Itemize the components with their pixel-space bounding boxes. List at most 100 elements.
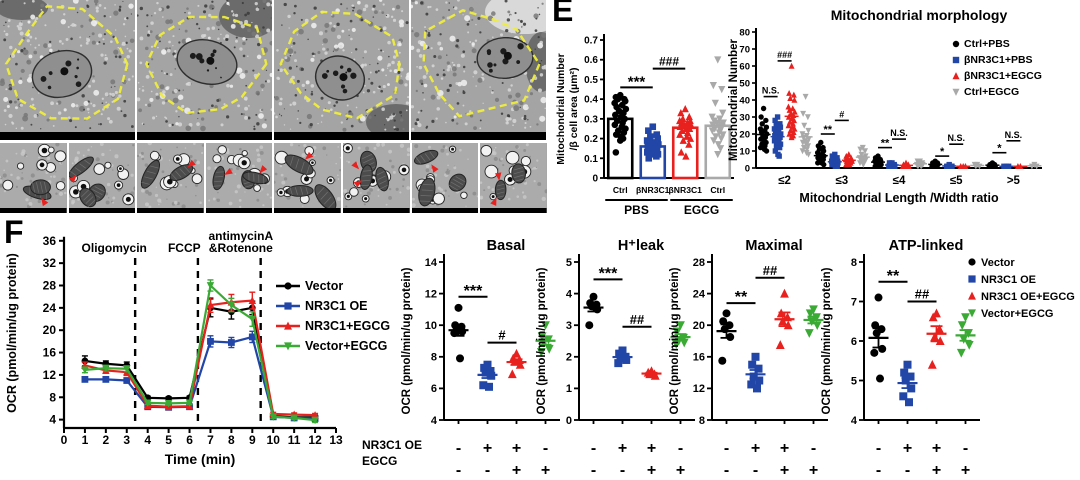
svg-text:H⁺leak: H⁺leak [618,238,665,254]
svg-text:≤3: ≤3 [835,175,848,187]
em-islet-micrograph [0,0,135,140]
svg-text:+: + [483,440,492,457]
svg-text:Time (min): Time (min) [165,451,236,467]
svg-text:+: + [961,462,970,479]
series-line [81,291,319,419]
svg-text:NR3C1 OE: NR3C1 OE [305,299,368,313]
em-islet-micrograph [137,0,272,140]
svg-text:0.6: 0.6 [584,55,598,66]
scatter-row-labels: NR3C1 OE EGCG [362,437,422,469]
significance: *** ## [593,265,652,328]
svg-text:NR3C1+EGCG: NR3C1+EGCG [305,319,390,333]
svg-text:OCR (pmol/min/ug protein): OCR (pmol/min/ug protein) [401,267,413,414]
svg-text:0.7: 0.7 [584,36,598,47]
svg-text:**: ** [735,289,748,306]
em-montage [0,0,547,213]
treatment-rows: - + + - - - + + [724,440,818,479]
svg-text:36: 36 [43,234,57,248]
svg-text:Mitochondrial morphology: Mitochondrial morphology [831,7,1008,23]
em-mitochondria-micrograph [480,143,547,213]
chart-title: ATP-linked [889,238,964,254]
svg-text:5: 5 [851,375,857,387]
em-image-mitochondria [480,143,547,213]
data-points [716,288,824,393]
chart-ocr-basal: Basal 4 6 8 10 12 14 OCR (pmol/min/ug protein) *… [401,238,560,479]
axes: 4 6 8 10 12 14 OCR (pmol/min/ug protein) [401,254,560,427]
significance: *** ### [620,55,686,90]
em-mitochondria-micrograph [205,143,273,213]
svg-text:8: 8 [851,257,857,269]
em-image-mitochondria [0,143,67,213]
data-points [583,292,691,380]
svg-text:28: 28 [43,279,57,293]
svg-text:βNR3C1: βNR3C1 [636,185,670,195]
axes: 4 5 6 7 8 OCR (pmol/min/ug protein) [821,254,980,427]
svg-text:≤5: ≤5 [950,175,963,187]
svg-text:-: - [591,462,596,479]
svg-text:+: + [809,462,818,479]
axes: 0 1 2 3 4 5 OCR (pmol/min/ug protein) [536,254,695,427]
phase-labels: Oligomycin FCCP antimycinA&Rotenone [82,229,274,255]
svg-text:-: - [620,462,625,479]
svg-text:-: - [811,440,816,457]
svg-text:12: 12 [308,433,322,447]
svg-text:#: # [839,109,844,119]
svg-text:32: 32 [43,256,57,270]
svg-text:Mitochondrial Length /Width ra: Mitochondrial Length /Width ratio [799,191,999,205]
svg-text:9: 9 [249,433,256,447]
legend: Vector NR3C1 OE NR3C1 OE+EGCG Vector+EGCG [968,257,1075,320]
chart-mitochondrial-number: 0 0.1 0.2 0.3 0.4 0.5 0.6 0.7 Mitochondrial Numb… [555,34,734,217]
svg-text:&Rotenone: &Rotenone [209,241,273,255]
svg-text:14: 14 [425,257,438,269]
svg-text:6: 6 [186,433,193,447]
svg-text:-: - [876,462,881,479]
treatment-rows: - + + - - - + + [456,440,550,479]
svg-text:0.1: 0.1 [584,154,598,165]
svg-text:N.S.: N.S. [947,133,965,143]
em-image-islet [274,0,409,140]
svg-text:20: 20 [739,130,750,141]
svg-text:80: 80 [739,28,750,39]
svg-text:11: 11 [288,433,301,447]
data-points [448,303,556,391]
svg-text:-: - [543,440,548,457]
svg-text:≤4: ≤4 [893,175,906,187]
svg-text:16: 16 [693,352,705,364]
svg-text:Oligomycin: Oligomycin [82,241,147,255]
svg-text:12: 12 [425,288,437,300]
chart-title: Maximal [745,238,802,254]
svg-text:***: *** [628,73,646,90]
svg-text:Mitochondrial Number: Mitochondrial Number [555,53,567,164]
em-image-mitochondria [68,143,136,213]
panel-label-f: F [4,214,24,250]
svg-text:60: 60 [739,62,750,73]
svg-text:0.3: 0.3 [584,114,598,125]
svg-text:+: + [541,462,550,479]
svg-text:4: 4 [144,433,151,447]
significance: ** ## [878,268,937,303]
series-line [81,279,319,425]
svg-text:5: 5 [165,433,172,447]
svg-text:N.S.: N.S. [1005,130,1023,140]
svg-text:8: 8 [49,390,56,404]
chart-title: Mitochondrial morphology [831,7,1008,23]
svg-text:0: 0 [745,164,750,175]
em-mitochondria-micrograph [274,143,341,213]
em-image-mitochondria [205,143,273,213]
svg-text:EGCG: EGCG [684,203,719,217]
chart-ocr-h-leak: H⁺leak 0 1 2 3 4 5 OCR (pmol/min/ug protein) ***… [536,238,695,479]
data-points [756,62,1042,170]
panel-label-e: E [552,0,574,28]
svg-text:Vector: Vector [981,257,1015,269]
svg-text:N.S.: N.S. [762,86,780,96]
svg-text:Vector+EGCG: Vector+EGCG [305,339,387,353]
svg-text:2: 2 [103,433,110,447]
svg-text:***: *** [599,265,618,282]
svg-text:Ctrl: Ctrl [710,185,725,195]
svg-text:4: 4 [851,415,858,427]
svg-text:3: 3 [566,320,572,332]
svg-text:-: - [456,462,461,479]
treatment-rows: - + + - - - + + [876,440,970,479]
em-mitochondria-micrograph [411,143,479,213]
axes: 8 12 16 20 24 28 OCR (pmol/min/ug protein) [669,254,828,427]
